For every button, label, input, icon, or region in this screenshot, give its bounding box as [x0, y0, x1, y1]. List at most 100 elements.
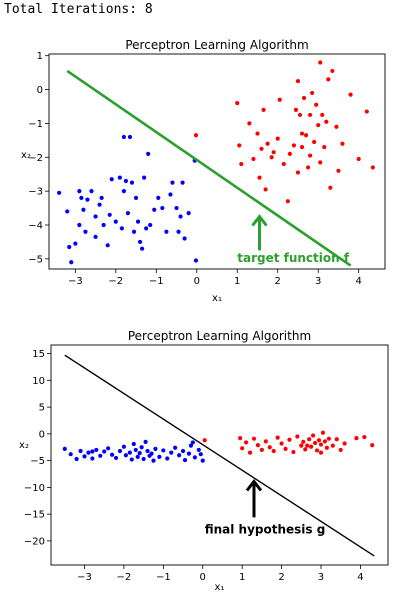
data-point: [121, 134, 126, 140]
data-point: [342, 441, 347, 446]
data-point: [131, 229, 137, 234]
data-point: [99, 195, 104, 200]
y-tick-label: −10: [24, 483, 45, 494]
data-point: [318, 160, 323, 165]
data-point: [144, 226, 149, 231]
y-tick-label: −5: [30, 456, 45, 467]
data-point: [202, 438, 207, 443]
data-point: [277, 97, 282, 102]
data-point: [316, 438, 322, 443]
data-point: [143, 439, 148, 444]
data-point: [113, 455, 119, 461]
data-point: [295, 78, 301, 84]
data-point: [287, 151, 292, 156]
data-point: [370, 442, 375, 448]
y-tick-label: 10: [32, 376, 45, 387]
data-point: [93, 234, 98, 239]
x-tick-label: 2: [275, 276, 281, 287]
data-point: [239, 161, 244, 167]
data-point: [73, 241, 78, 246]
data-point: [326, 77, 331, 82]
data-point: [109, 452, 115, 457]
data-point: [303, 447, 308, 452]
data-point: [90, 456, 95, 461]
data-point: [139, 445, 144, 450]
data-point: [174, 205, 179, 211]
data-point: [320, 430, 326, 435]
data-point: [186, 451, 192, 456]
data-point: [237, 143, 242, 148]
data-point: [133, 447, 138, 453]
data-point: [180, 180, 185, 185]
data-point: [322, 145, 327, 150]
data-point: [153, 446, 158, 451]
data-point: [152, 207, 157, 212]
data-point: [101, 222, 106, 228]
x-tick-label: −2: [117, 572, 132, 583]
data-point: [314, 102, 319, 107]
data-point: [240, 446, 245, 451]
plot-area: [62, 354, 375, 557]
data-point: [301, 439, 306, 444]
data-point: [271, 150, 276, 155]
data-point: [287, 437, 292, 442]
y-tick-label: 1: [37, 51, 43, 62]
data-point: [244, 440, 249, 445]
data-point: [370, 165, 375, 170]
data-point: [157, 454, 162, 459]
data-point: [336, 168, 341, 173]
data-point: [182, 236, 187, 241]
data-point: [137, 451, 142, 456]
y-tick-label: 0: [39, 429, 45, 440]
data-point: [326, 436, 331, 441]
data-point: [188, 443, 194, 448]
x-tick-label: −1: [149, 276, 164, 287]
y-tick-label: 0: [37, 85, 43, 96]
x-tick-label: 4: [357, 572, 363, 583]
data-point: [330, 68, 335, 74]
data-point: [271, 448, 276, 454]
data-point: [57, 190, 62, 195]
data-point: [263, 187, 268, 192]
x-tick-label: −3: [77, 572, 92, 583]
data-point: [161, 448, 166, 453]
chart-1: Perceptron Learning Algorithm target func…: [21, 38, 386, 304]
data-point: [82, 454, 87, 459]
data-point: [275, 435, 280, 440]
data-point: [68, 452, 73, 457]
data-point: [109, 177, 114, 182]
data-point: [135, 454, 140, 459]
data-point: [295, 170, 301, 175]
x-tick-label: 3: [318, 572, 324, 583]
data-point: [362, 434, 367, 440]
data-point: [123, 453, 128, 458]
data-point: [173, 445, 178, 450]
data-point: [86, 450, 91, 455]
data-point: [293, 107, 299, 112]
data-point: [190, 440, 195, 445]
data-point: [255, 442, 261, 448]
annotation-arrow-head: [245, 479, 263, 492]
data-point: [180, 448, 186, 454]
data-point: [348, 92, 353, 97]
console-output: Total Iterations: 8: [4, 2, 153, 17]
data-point: [133, 195, 139, 200]
data-point: [192, 455, 197, 460]
data-point: [176, 229, 181, 234]
data-point: [295, 434, 300, 439]
x-tick-label: 2: [278, 572, 284, 583]
data-point: [119, 226, 124, 231]
data-point: [129, 457, 134, 462]
data-point: [364, 109, 369, 114]
data-point: [156, 195, 161, 200]
data-point: [257, 175, 262, 180]
data-point: [182, 457, 188, 463]
data-point: [309, 444, 314, 449]
data-point: [102, 449, 107, 454]
data-point: [186, 211, 191, 216]
data-point: [196, 447, 201, 453]
data-point: [235, 100, 240, 106]
data-point: [285, 199, 290, 204]
data-point: [307, 437, 312, 442]
